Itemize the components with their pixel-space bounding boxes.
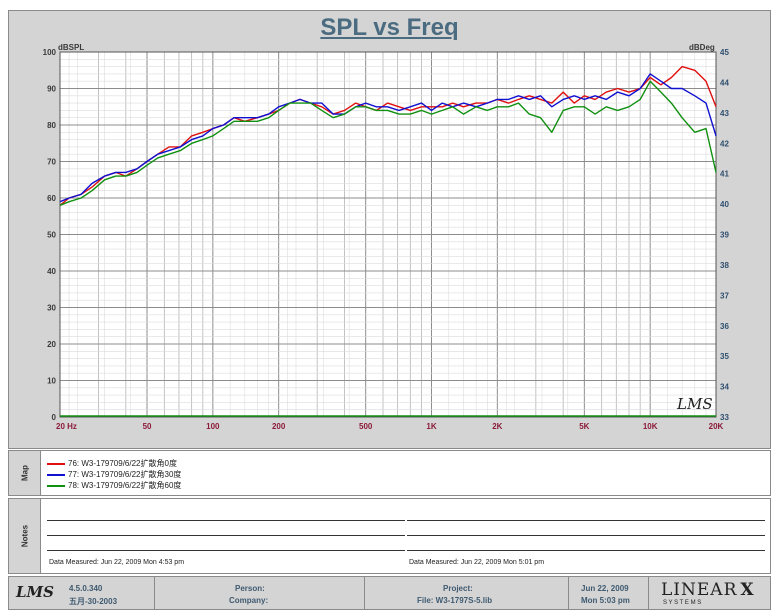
x-tick-label: 1K — [426, 422, 436, 431]
brand-name: LINEAR — [661, 580, 738, 600]
notes-panel: Notes Data Measured: Jun 22, 2009 Mon 4:… — [8, 498, 771, 574]
x-tick-label: 10K — [643, 422, 658, 431]
y-tick-label: 30 — [47, 304, 56, 313]
map-label: Map — [20, 465, 29, 481]
brand-mark: X — [740, 580, 755, 600]
right-measured-date: Data Measured: Jun 22, 2009 Mon 5:01 pm — [409, 559, 545, 566]
y-tick-label: 60 — [47, 194, 56, 203]
legend-panel: Map 76: W3-179709/6/22扩散角0度 77: W3-17970… — [8, 450, 771, 496]
y2-tick-label: 44 — [720, 78, 729, 87]
x-tick-label: 5K — [579, 422, 589, 431]
lms-watermark: LMS — [676, 395, 713, 413]
x-tick-label: 500 — [359, 422, 373, 431]
y-tick-label: 100 — [43, 48, 57, 57]
legend-label-2: 78: W3-179709/6/22扩散角60度 — [68, 481, 182, 490]
legend-swatch-red — [47, 462, 65, 465]
project-label: Project: — [443, 584, 473, 593]
legend-swatch-green — [47, 484, 65, 487]
y-axis-label: dBSPL — [58, 43, 85, 52]
footer-time: Mon 5:03 pm — [581, 596, 630, 605]
legend-swatch-blue — [47, 473, 65, 476]
footer-brand-cell: LINEAR X S Y S T E M S — [649, 577, 772, 609]
legend-label-1: 77: W3-179709/6/22扩散角30度 — [68, 470, 182, 479]
y-tick-label: 10 — [47, 377, 56, 386]
brand-sub: S Y S T E M S — [663, 600, 702, 606]
notes-label: Notes — [20, 524, 29, 548]
footer-version-cell: 4.5.0.340 五月-30-2003 — [59, 577, 155, 609]
y2-tick-label: 36 — [720, 322, 729, 331]
y2-tick-label: 43 — [720, 109, 729, 118]
version-date: 五月-30-2003 — [69, 597, 118, 606]
y-tick-label: 40 — [47, 267, 56, 276]
note-line — [407, 550, 765, 551]
y-tick-label: 80 — [47, 121, 56, 130]
y2-tick-label: 34 — [720, 383, 729, 392]
left-measured-date: Data Measured: Jun 22, 2009 Mon 4:53 pm — [49, 559, 185, 566]
chart-title: SPL vs Freq — [320, 14, 459, 41]
y-tick-label: 90 — [47, 85, 56, 94]
notes-header: Notes — [9, 499, 41, 573]
company-label: Company: — [229, 596, 269, 605]
lms-logo: LMS — [16, 583, 54, 601]
y2-tick-label: 33 — [720, 413, 729, 422]
brand-logo: LINEAR X — [661, 580, 755, 600]
footer-person-cell: Person: Company: — [155, 577, 365, 609]
map-header: Map — [9, 451, 41, 495]
series-line-1 — [59, 73, 717, 203]
x-tick-label: 100 — [206, 422, 220, 431]
person-label: Person: — [235, 584, 265, 593]
x-tick-label: 50 — [143, 422, 152, 431]
file-label: File: W3-1797S-5.lib — [417, 596, 493, 605]
x-tick-label: 20K — [709, 422, 724, 431]
y2-tick-label: 42 — [720, 139, 729, 148]
x-tick-label: 200 — [272, 422, 286, 431]
x-tick-label: 20 Hz — [56, 422, 77, 431]
plot-border — [59, 51, 717, 418]
y2-tick-label: 45 — [720, 48, 729, 57]
footer-date-cell: Jun 22, 2009 Mon 5:03 pm — [569, 577, 649, 609]
y-tick-label: 0 — [52, 413, 57, 422]
footer-date: Jun 22, 2009 — [581, 584, 629, 593]
series-line-2 — [59, 80, 717, 206]
series-line-0 — [59, 65, 717, 206]
y2-tick-label: 35 — [720, 352, 729, 361]
y2-tick-label: 37 — [720, 291, 729, 300]
y2-axis-label: dBDeg — [689, 43, 715, 52]
note-line — [407, 520, 765, 521]
legend-item-2: 78: W3-179709/6/22扩散角60度 — [47, 480, 181, 491]
legend-item-0: 76: W3-179709/6/22扩散角0度 — [47, 458, 177, 469]
footer-project-cell: Project: File: W3-1797S-5.lib — [365, 577, 569, 609]
note-line — [407, 535, 765, 536]
y-tick-label: 20 — [47, 340, 56, 349]
note-line — [47, 535, 405, 536]
note-line — [47, 550, 405, 551]
y2-tick-label: 41 — [720, 170, 729, 179]
note-line — [47, 520, 405, 521]
footer-logo-cell: LMS — [9, 577, 59, 609]
version: 4.5.0.340 — [69, 584, 103, 593]
y-tick-label: 70 — [47, 158, 56, 167]
x-tick-label: 2K — [492, 422, 502, 431]
y2-tick-label: 40 — [720, 200, 729, 209]
spl-chart: 0 10 20 30 40 50 60 70 80 90 100 33 34 35 36 37 38 39 40 41… — [43, 48, 730, 431]
legend-label-0: 76: W3-179709/6/22扩散角0度 — [68, 459, 177, 468]
y2-tick-label: 39 — [720, 231, 729, 240]
legend-item-1: 77: W3-179709/6/22扩散角30度 — [47, 469, 181, 480]
y2-tick-label: 38 — [720, 261, 729, 270]
footer: LMS 4.5.0.340 五月-30-2003 Person: Company… — [8, 576, 771, 610]
y-tick-label: 50 — [47, 231, 56, 240]
